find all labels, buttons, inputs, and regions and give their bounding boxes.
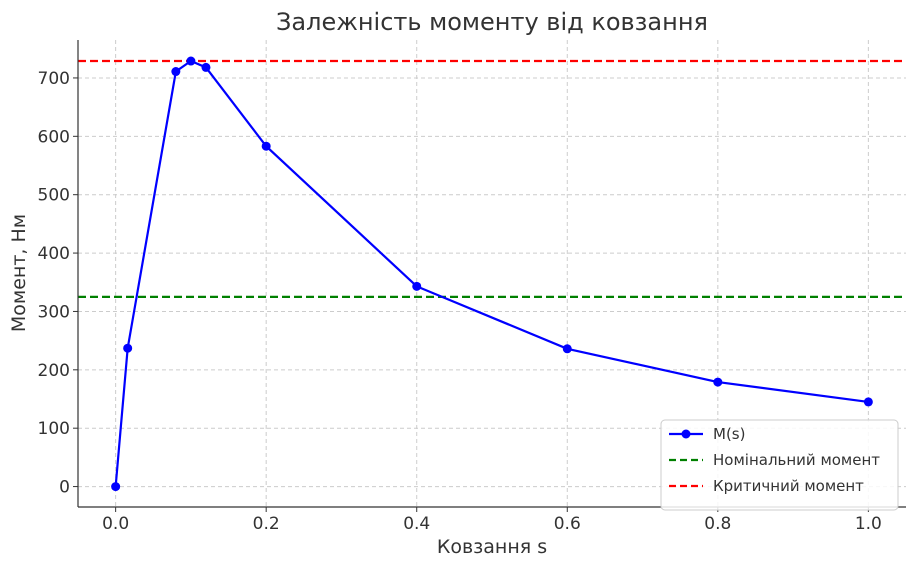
data-point [186,56,196,66]
chart-title: Залежність моменту від ковзання [276,8,708,36]
x-tick-label: 1.0 [855,514,882,534]
series [111,56,873,492]
data-point [562,344,572,354]
y-tick-label: 500 [38,186,70,206]
y-tick-label: 0 [59,478,70,498]
data-point [111,482,121,492]
y-tick-label: 100 [38,419,70,439]
x-axis-label: Ковзання s [437,536,547,558]
y-tick-label: 400 [38,244,70,264]
x-tick-label: 0.0 [102,514,129,534]
x-tick-label: 0.8 [704,514,731,534]
data-point [201,62,211,72]
legend-label: M(s) [713,425,745,443]
data-point [171,67,181,77]
y-tick-label: 600 [38,127,70,147]
data-point [261,141,271,151]
series-line-0 [114,59,869,487]
legend-label: Номінальний момент [713,451,880,469]
x-tick-label: 0.4 [403,514,430,534]
data-point [713,377,723,387]
x-tick-label: 0.6 [554,514,581,534]
legend-marker [681,429,691,439]
x-tick-label: 0.2 [253,514,280,534]
y-tick-label: 200 [38,361,70,381]
data-point [123,343,133,353]
reference-lines [78,59,906,298]
data-point [412,281,422,291]
legend-label: Критичний момент [713,477,864,495]
y-tick-label: 700 [38,69,70,89]
legend: M(s) Номінальний момент Критичний момент [660,419,899,511]
axes: 0.0 0.2 0.4 0.6 0.8 1.0 0 100 200 300 400 500 600 700 [38,40,906,534]
legend-box [660,419,899,511]
data-point [863,397,873,407]
y-axis-label: Момент, Нм [8,214,30,332]
y-tick-label: 300 [38,302,70,322]
